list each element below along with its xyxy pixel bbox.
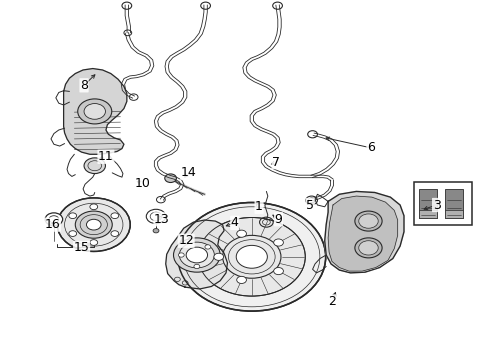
Bar xyxy=(418,210,436,218)
Text: 6: 6 xyxy=(366,141,374,154)
Circle shape xyxy=(178,203,325,311)
Bar xyxy=(413,182,471,225)
Text: 2: 2 xyxy=(327,295,335,308)
Text: 11: 11 xyxy=(98,150,114,163)
Circle shape xyxy=(75,211,112,238)
Circle shape xyxy=(153,229,159,233)
Bar xyxy=(444,189,462,218)
Circle shape xyxy=(204,245,210,249)
Circle shape xyxy=(178,253,184,257)
Circle shape xyxy=(57,198,130,251)
Circle shape xyxy=(90,204,98,210)
Circle shape xyxy=(78,99,112,124)
Circle shape xyxy=(186,247,207,263)
Circle shape xyxy=(222,235,281,278)
Text: 9: 9 xyxy=(274,213,282,226)
Text: 8: 8 xyxy=(80,79,88,92)
Text: 16: 16 xyxy=(44,218,60,231)
Circle shape xyxy=(354,238,381,258)
Circle shape xyxy=(273,239,283,246)
Bar xyxy=(418,189,436,218)
Polygon shape xyxy=(327,196,397,271)
Text: 7: 7 xyxy=(271,156,280,168)
Circle shape xyxy=(173,238,220,272)
Text: 5: 5 xyxy=(305,198,313,212)
Circle shape xyxy=(358,214,377,228)
Text: 12: 12 xyxy=(178,234,194,247)
Circle shape xyxy=(69,231,77,237)
Circle shape xyxy=(236,230,246,237)
Circle shape xyxy=(90,240,98,246)
Circle shape xyxy=(111,213,119,219)
Circle shape xyxy=(179,242,214,268)
Bar xyxy=(444,210,462,218)
Polygon shape xyxy=(165,220,227,289)
Circle shape xyxy=(198,217,305,296)
Text: 4: 4 xyxy=(230,216,238,229)
Text: 10: 10 xyxy=(134,177,150,190)
Text: 14: 14 xyxy=(181,166,196,179)
Circle shape xyxy=(84,104,105,119)
Circle shape xyxy=(111,231,119,237)
Circle shape xyxy=(213,253,223,260)
Circle shape xyxy=(273,267,283,275)
Circle shape xyxy=(86,219,101,230)
Circle shape xyxy=(354,211,381,231)
Circle shape xyxy=(236,246,267,268)
Text: 3: 3 xyxy=(432,198,440,212)
Circle shape xyxy=(194,264,200,269)
Circle shape xyxy=(164,174,176,183)
Polygon shape xyxy=(63,68,126,154)
Circle shape xyxy=(236,276,246,283)
Text: 13: 13 xyxy=(154,213,169,226)
Circle shape xyxy=(84,158,105,174)
Circle shape xyxy=(146,209,165,224)
Text: 1: 1 xyxy=(255,200,263,213)
Circle shape xyxy=(358,241,377,255)
Circle shape xyxy=(69,213,77,219)
Circle shape xyxy=(45,213,62,226)
Text: 15: 15 xyxy=(74,241,89,255)
Polygon shape xyxy=(324,192,403,273)
